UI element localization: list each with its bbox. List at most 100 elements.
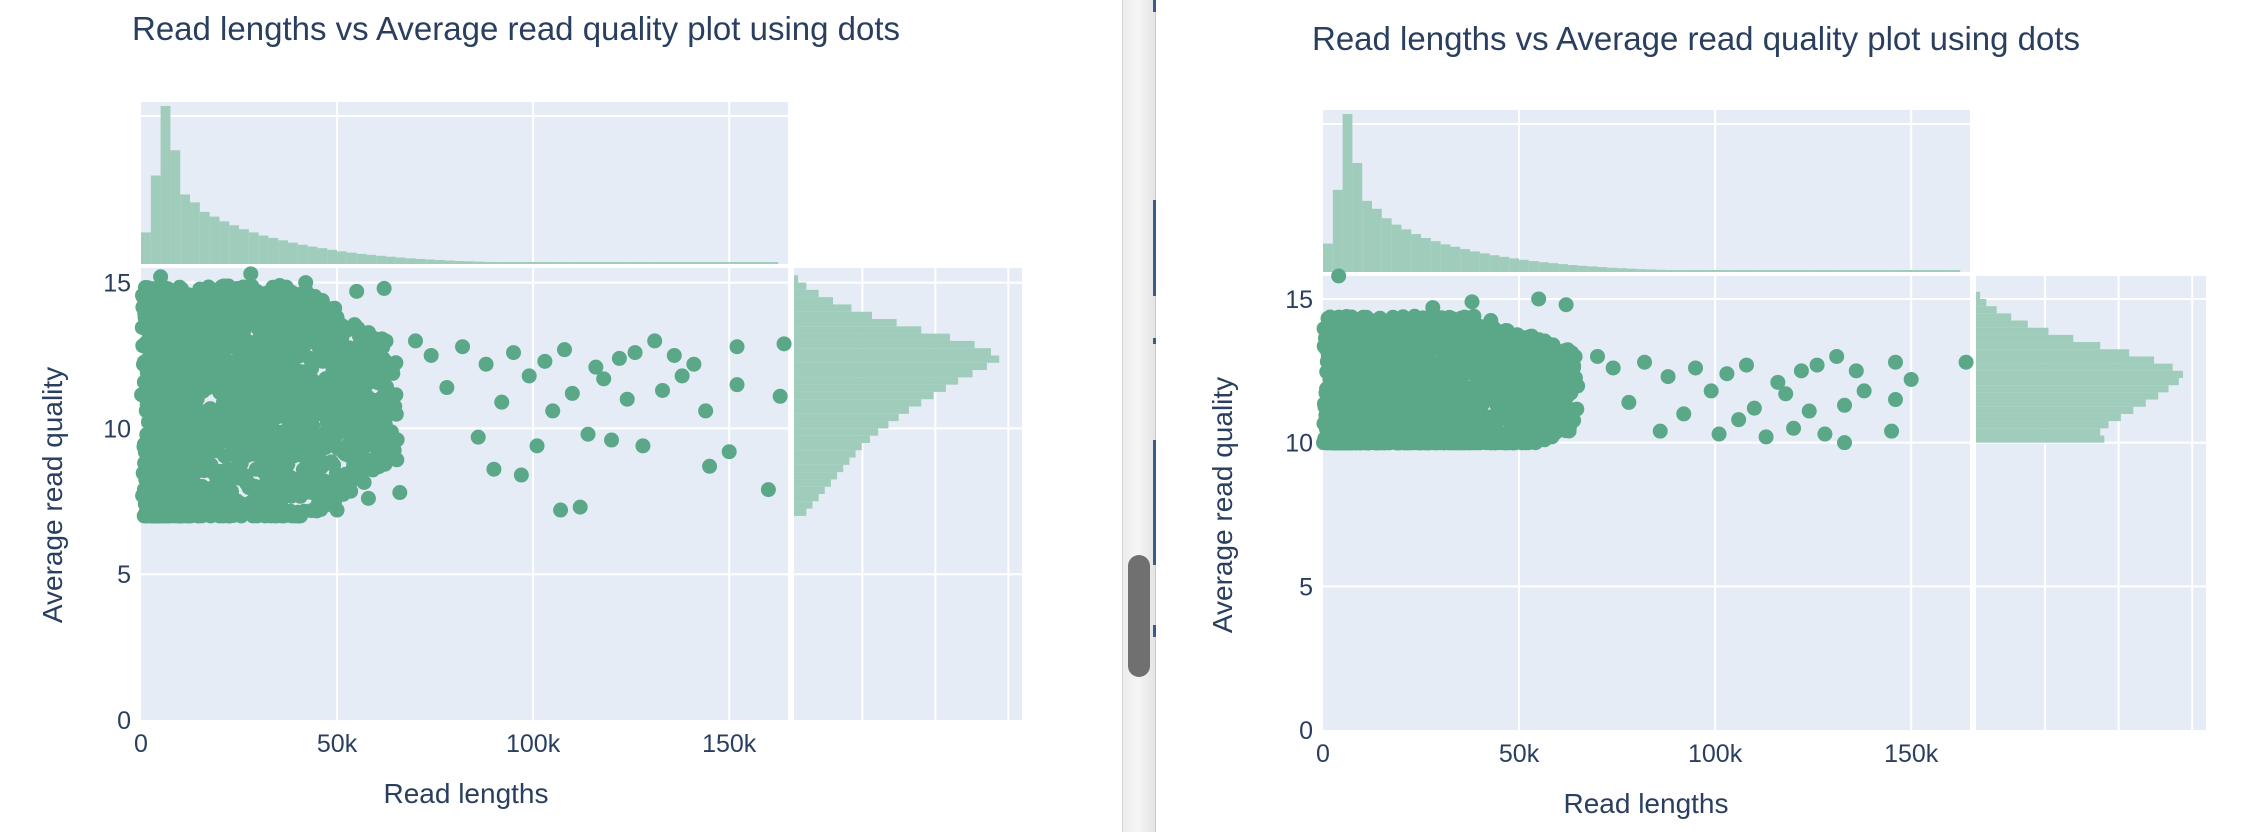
histogram-bar [794,384,946,392]
data-point [353,349,369,365]
histogram-bar [794,362,987,371]
data-point [225,281,241,297]
histogram-bar [794,355,1000,363]
pane-edge-marker [1153,440,1156,565]
histogram-bar [346,252,357,264]
data-point [1434,335,1450,351]
histogram-bar [1548,263,1559,272]
histogram-bar [1509,258,1520,272]
data-point [346,455,362,471]
data-point [439,380,455,396]
histogram-bar [425,259,436,264]
data-point [1676,406,1692,422]
data-point [1351,337,1367,353]
data-point [364,452,380,468]
data-point [1829,348,1845,364]
histogram-bar [376,255,387,264]
histogram-bar [1558,264,1569,272]
data-point [729,339,745,355]
histogram-bar [219,221,230,264]
data-point [1509,327,1525,343]
data-point [267,406,283,421]
histogram-bar [794,304,852,312]
histogram-bar [1976,435,2105,443]
data-point [149,344,165,360]
data-point [1958,354,1974,370]
histogram-bar [1577,265,1588,272]
data-point [1412,413,1428,429]
data-point [292,432,308,448]
histogram-bar [794,282,807,290]
data-point [729,377,745,393]
data-point [1464,380,1480,396]
data-point [298,275,314,291]
data-point [254,503,270,519]
pane-splitter[interactable] [1122,0,1156,832]
data-point [478,356,494,372]
x-tick-label: 50k [317,730,358,758]
data-point [217,341,233,357]
data-point [233,467,249,483]
data-point [702,458,718,474]
data-point [198,455,214,471]
histogram-bar [1976,306,1997,314]
histogram-bar [1362,200,1373,272]
data-point [170,324,186,339]
data-point [611,350,627,366]
histogram-bar [405,258,416,264]
pane-edge-marker [1153,625,1156,637]
histogram-bar [150,175,161,264]
data-point [306,472,322,488]
histogram-bar [435,260,445,264]
data-point [1400,324,1416,340]
data-point [377,410,393,426]
data-point [1353,357,1369,372]
histogram-bar [1976,298,1987,307]
histogram-bar [1685,270,1696,272]
data-point [158,446,174,461]
histogram-bar [268,237,279,264]
histogram-bar [1950,270,1961,272]
histogram-bar [794,289,819,298]
data-point [230,496,246,512]
data-point [259,474,274,490]
data-point [1425,300,1441,316]
histogram-bar [794,370,973,378]
data-point [1362,419,1378,435]
data-point [604,432,620,448]
data-point [545,403,561,419]
grip-handle-icon[interactable] [1128,555,1150,677]
data-point [185,469,201,485]
data-point [1446,386,1462,401]
y-axis-label: Average read quality [37,367,68,623]
histogram-bar [1450,246,1461,272]
histogram-bar [1646,269,1657,272]
y-tick-label: 10 [1285,430,1313,458]
data-point [383,424,399,440]
data-point [1456,435,1472,451]
data-point [1817,426,1833,442]
x-tick-label: 0 [1316,740,1330,768]
data-point [1550,372,1566,388]
histogram-bar [1381,218,1392,272]
data-point [1903,371,1919,387]
data-point [1414,395,1429,411]
histogram-bar [1421,238,1431,272]
histogram-bar [533,262,553,264]
data-point [1327,340,1343,356]
data-point [1377,316,1393,332]
data-point [262,341,278,356]
histogram-bar [794,326,922,334]
data-point [537,353,553,369]
data-point [506,345,522,361]
data-point [1485,387,1501,402]
data-point [1399,341,1415,357]
data-point [365,436,381,452]
y-tick-label: 0 [117,707,131,735]
histogram-bar [794,348,991,356]
data-point [1719,366,1735,382]
chart-left: Read lengths vs Average read quality plo… [37,10,1022,809]
data-point [1512,424,1528,440]
data-point [158,426,174,442]
data-point [1513,382,1529,398]
